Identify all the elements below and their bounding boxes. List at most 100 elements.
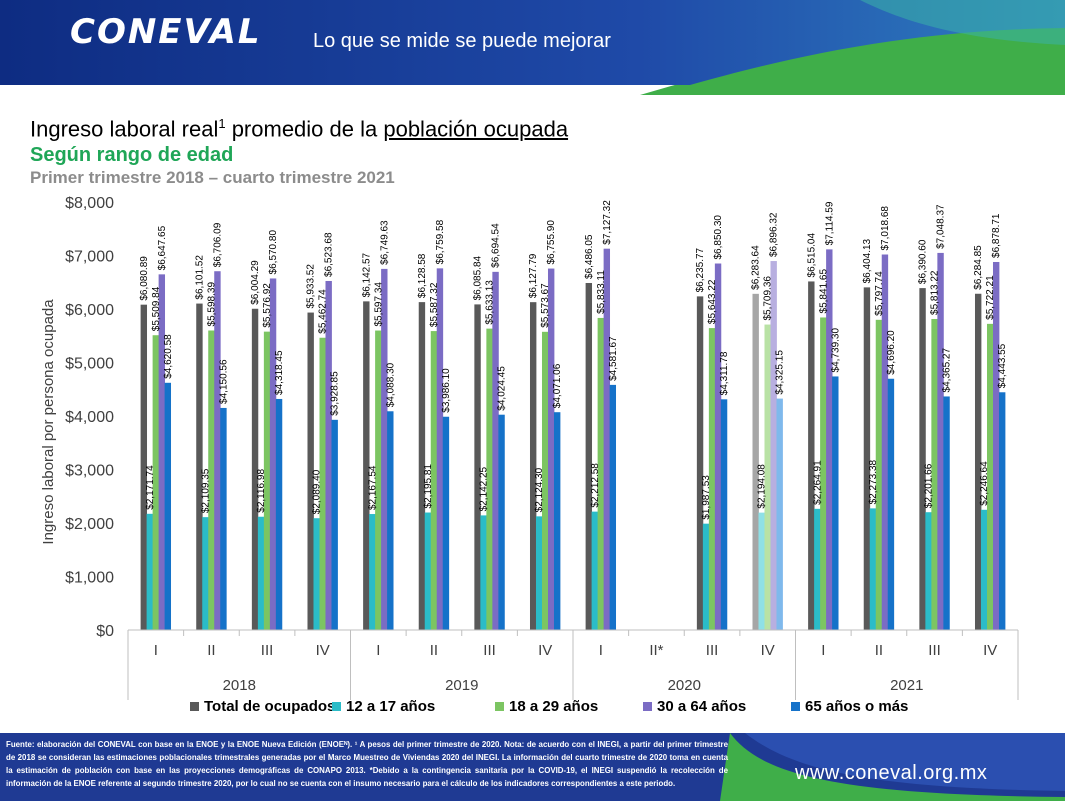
legend-label: Total de ocupados	[204, 698, 335, 715]
x-category-label: II	[207, 642, 215, 659]
legend-swatch	[643, 702, 652, 711]
bars	[140, 248, 1006, 631]
bar-value-label: $6,755.90	[546, 220, 557, 265]
bar-value-label: $5,597.34	[373, 282, 384, 327]
y-tick-label: $7,000	[65, 249, 114, 266]
bar-value-label: $2,109.35	[200, 468, 211, 513]
footer-source-note: Fuente: elaboración del CONEVAL con base…	[6, 740, 728, 788]
bar-value-label: $2,194.08	[757, 464, 768, 509]
x-category-label: I	[821, 642, 825, 659]
bar	[541, 331, 549, 630]
legend: Total de ocupados 12 a 17 años 18 a 29 año…	[190, 698, 908, 715]
title-superscript: 1	[218, 116, 226, 131]
bar-value-label: $6,749.63	[379, 220, 390, 265]
footer-url: www.coneval.org.mx	[795, 762, 988, 784]
bar-value-label: $4,581.67	[608, 336, 619, 381]
bar	[814, 508, 821, 630]
chart-title: Ingreso laboral real1 promedio de la pob…	[30, 110, 568, 143]
bar	[375, 330, 382, 630]
bar	[758, 512, 765, 630]
bar	[325, 280, 332, 630]
income-bar-chart: $0 $1,000 $2,000 $3,000 $4,000 $5,000 $6,000 $7…	[40, 195, 1019, 715]
x-category-label: IV	[538, 642, 552, 659]
bar	[387, 411, 394, 630]
bar-value-label: $2,246.64	[979, 461, 990, 506]
bar-value-label: $5,587.32	[429, 282, 440, 327]
bar	[826, 249, 833, 630]
bar-value-label: $5,933.52	[306, 264, 317, 309]
bar-value-label: $6,390.60	[918, 239, 929, 284]
legend-label: 12 a 17 años	[346, 698, 435, 715]
bar-value-label: $5,841.65	[818, 269, 829, 314]
bar	[931, 318, 938, 630]
footer-green-swoosh	[720, 733, 1065, 801]
bar-value-label: $6,085.84	[473, 255, 484, 300]
bar	[585, 282, 593, 630]
bar	[591, 511, 599, 630]
bar-value-label: $7,048.37	[936, 204, 947, 249]
bar-value-label: $3,986.10	[441, 368, 452, 413]
bar-value-label: $4,071.06	[552, 363, 563, 408]
legend-swatch	[332, 702, 341, 711]
bar	[146, 513, 154, 630]
bar	[319, 337, 326, 630]
bar	[158, 274, 166, 630]
bar-value-label: $5,722.21	[985, 275, 996, 320]
bar-value-label: $5,509.84	[151, 286, 162, 331]
bar	[609, 384, 617, 630]
bar	[714, 263, 722, 630]
bar-value-label: $6,004.29	[250, 260, 261, 305]
bar-value-label: $6,284.85	[973, 245, 984, 290]
bar	[208, 330, 215, 630]
bar-value-label: $5,576.92	[262, 283, 273, 328]
bar	[869, 508, 877, 630]
bar-value-label: $6,706.09	[212, 222, 223, 267]
x-category-label: III	[261, 642, 274, 659]
y-tick-label: $6,000	[65, 302, 114, 319]
bar	[220, 407, 227, 630]
header-teal-accent	[860, 0, 1065, 45]
bar	[535, 516, 543, 630]
bar	[486, 328, 493, 630]
bar	[529, 302, 537, 630]
y-tick-label: $3,000	[65, 463, 114, 480]
bar-value-label: $2,195.81	[423, 464, 434, 509]
x-category-label: III	[706, 642, 719, 659]
bar	[480, 515, 487, 630]
bar-value-label: $2,212.58	[590, 463, 601, 508]
y-tick-label: $5,000	[65, 356, 114, 373]
bar	[251, 308, 259, 630]
bar	[263, 331, 271, 630]
header-blue-shape	[0, 0, 1065, 85]
legend-swatch	[190, 702, 199, 711]
bar-value-label: $4,325.15	[775, 350, 786, 395]
bar	[937, 252, 944, 630]
bar	[980, 509, 988, 630]
bar	[140, 304, 148, 630]
bar-value-label: $6,759.58	[435, 219, 446, 264]
bar-value-label: $1,987.53	[701, 475, 712, 520]
bar	[418, 302, 426, 630]
bar-value-label: $2,201.66	[924, 463, 935, 508]
bar	[492, 271, 499, 630]
bar	[776, 398, 783, 630]
y-tick-label: $0	[96, 623, 114, 640]
bar	[331, 419, 338, 630]
bar-value-label: $2,167.54	[367, 465, 378, 510]
bar	[498, 414, 505, 630]
bar-value-label: $2,264.91	[812, 460, 823, 505]
bar	[474, 304, 481, 630]
bar	[553, 412, 561, 630]
y-axis-title: Ingreso laboral por persona ocupada	[40, 299, 57, 545]
bar	[992, 261, 1000, 630]
x-year-label: 2020	[668, 677, 701, 694]
title-prefix: Ingreso laboral real	[30, 116, 219, 142]
y-axis: $0 $1,000 $2,000 $3,000 $4,000 $5,000 $6,000 $7…	[40, 195, 114, 640]
bar-value-label: $4,150.56	[218, 359, 229, 404]
bar	[832, 376, 839, 630]
bar	[881, 254, 889, 631]
bar-value-label: $7,018.68	[880, 206, 891, 251]
bar-value-label: $6,404.13	[862, 238, 873, 283]
bar-value-label: $5,709.36	[763, 276, 774, 321]
